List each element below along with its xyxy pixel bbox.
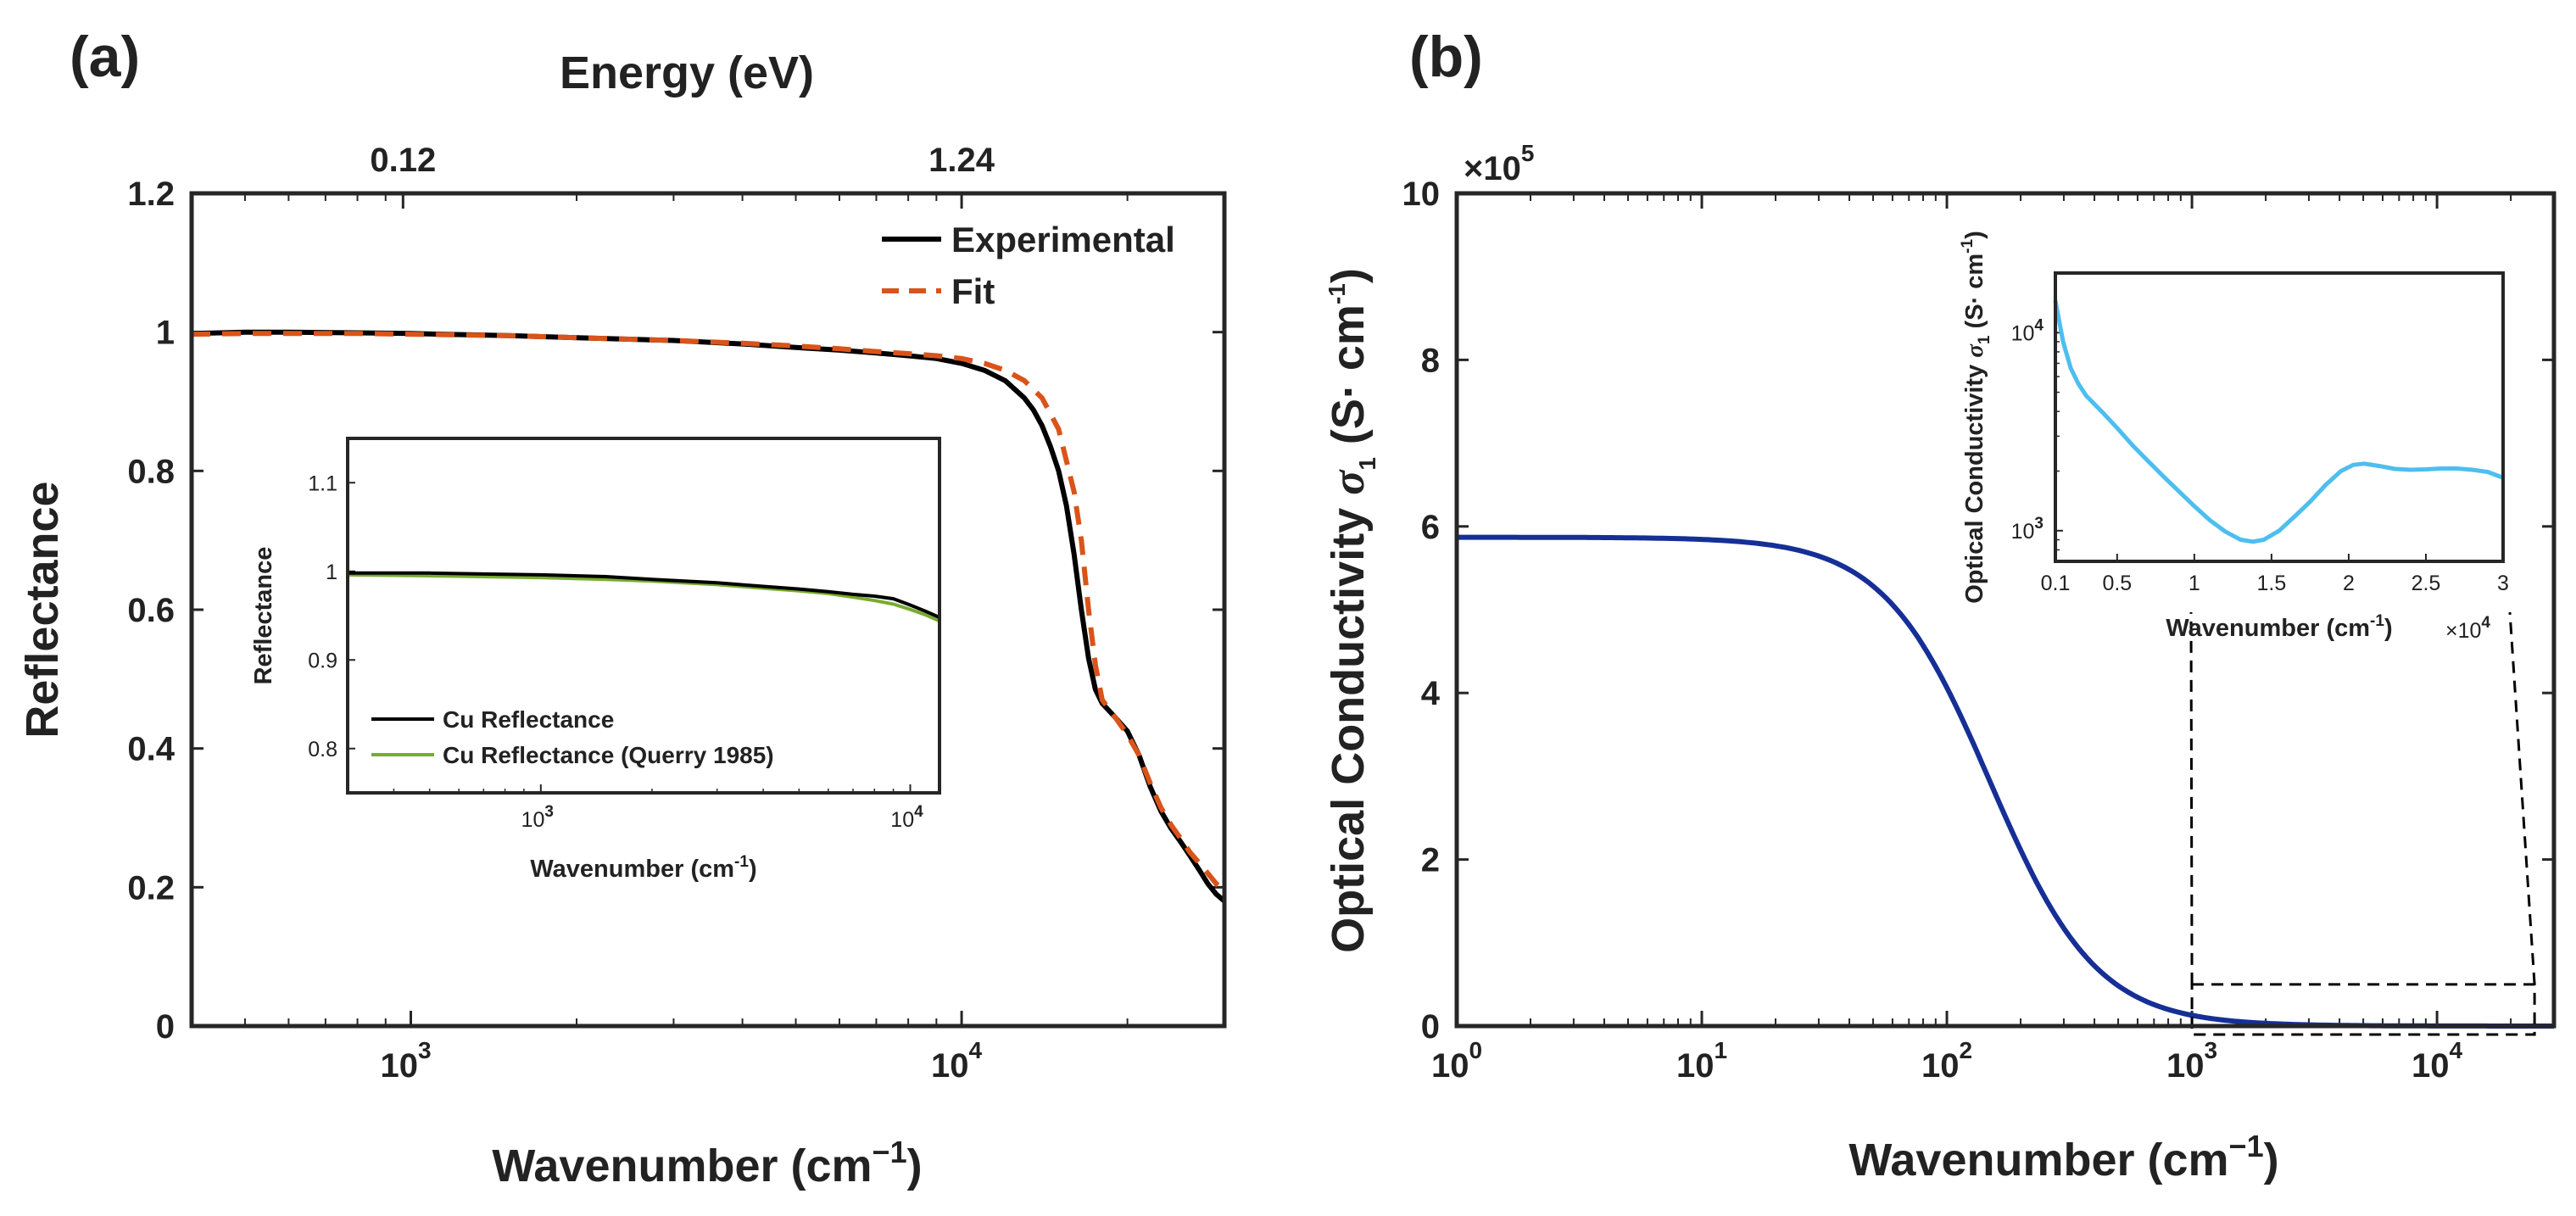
panel-a-top-axis-label: Energy (eV)	[560, 47, 814, 98]
panel-b-inset-lines	[2053, 300, 2504, 544]
y-tick-label: 0	[1421, 1008, 1440, 1046]
inset-x-tick-label: 103	[521, 803, 554, 832]
y-tick-label: 8	[1421, 342, 1440, 379]
panel-b-inset-scale-multiplier: ×104	[2445, 614, 2490, 643]
legend-fit-label: Fit	[951, 271, 995, 311]
panel-b-x-axis-label: Wavenumber (cm−1)	[1848, 1129, 2278, 1185]
panel-b-y-ticks: 0 2 4 6 8 10	[1402, 176, 2554, 1046]
y-tick-label: 0.6	[127, 592, 175, 629]
series-line-conductivity	[1457, 534, 2554, 1029]
y-tick-label: 1.2	[127, 176, 175, 213]
panel-a-inset-y-label: Reflectance	[250, 547, 277, 685]
inset-y-tick-label: 0.8	[308, 738, 337, 761]
inset-legend-querry-label: Cu Reflectance (Querry 1985)	[443, 742, 774, 768]
x-tick-label: 104	[2412, 1037, 2463, 1085]
panel-a-inset: 0.8 0.9 1 1.1 103 104 Cu Reflectance Cu Refl…	[250, 437, 941, 883]
panel-a-inset-x-label: Wavenumber (cm-1)	[530, 853, 756, 883]
zoom-connector-left	[2189, 611, 2194, 985]
panel-b-inset: 103 104 0.1 0.5 1 1.5 2 2.5 3 ×104 Wavenumber (…	[1959, 231, 2509, 643]
panel-a-lines	[191, 329, 1226, 903]
inset-x-tick-label: 1.5	[2257, 572, 2287, 595]
panel-b-y-axis-label: Optical Conductivity σ1 (S· cm-1)	[1323, 268, 1380, 953]
panel-a-x-axis-label: Wavenumber (cm−1)	[492, 1135, 922, 1191]
panel-b-scale-multiplier: ×105	[1464, 140, 1534, 187]
panel-a-inset-x-ticks: 103 104	[393, 784, 923, 832]
top-tick-label: 0.12	[370, 142, 436, 179]
panel-b-inset-x-ticks: 0.1 0.5 1 1.5 2 2.5 3	[2041, 554, 2509, 595]
x-tick-label: 100	[1431, 1037, 1482, 1085]
panel-a-legend: Experimental Fit	[882, 220, 1175, 311]
y-tick-label: 0.4	[127, 731, 175, 768]
panel-a-inset-lines	[347, 571, 940, 623]
panel-a-inset-y-ticks: 0.8 0.9 1 1.1	[308, 471, 355, 761]
x-tick-label: 101	[1676, 1037, 1727, 1085]
inset-series-line-0	[348, 571, 940, 619]
zoom-connector-right	[2508, 611, 2536, 985]
panel-a-label: (a)	[70, 25, 140, 89]
panel-b: (b) ×105 0 2 4 6 8 10 100 101 102 103 104 Wavenum…	[1323, 25, 2556, 1185]
top-tick-label: 1.24	[928, 142, 995, 179]
panel-a-y-ticks: 0 0.2 0.4 0.6 0.8 1 1.2	[127, 176, 1224, 1046]
y-tick-label: 0.2	[127, 869, 175, 906]
panel-a-axes-frame	[189, 191, 1227, 1029]
series-line-fit	[191, 331, 1226, 893]
inset-series-line-1	[347, 572, 940, 623]
x-tick-label: 102	[1921, 1037, 1972, 1085]
panel-a-x-ticks: 103 104	[243, 193, 1129, 1085]
x-tick-label: 104	[931, 1037, 983, 1085]
inset-legend-cu-label: Cu Reflectance	[443, 706, 614, 733]
panel-b-inset-x-label: Wavenumber (cm-1)	[2166, 612, 2392, 642]
panel-a-y-axis-label: Reflectance	[17, 481, 68, 738]
y-tick-label: 10	[1402, 176, 1441, 213]
panel-b-zoom-box	[2189, 611, 2536, 1036]
y-tick-label: 4	[1421, 675, 1441, 712]
panel-b-inset-y-label: Optical Conductivity σ1 (S· cm-1)	[1959, 231, 1993, 604]
y-tick-label: 1	[156, 315, 175, 352]
panel-b-lines	[1457, 534, 2554, 1029]
inset-y-tick-label: 104	[2011, 316, 2044, 345]
panel-b-inset-frame	[2054, 271, 2505, 563]
inset-x-tick-label: 1	[2188, 572, 2200, 595]
panel-b-inset-y-ticks: 103 104	[2011, 316, 2063, 551]
inset-series-line-conductivity	[2053, 300, 2504, 544]
inset-x-tick-label: 2	[2343, 572, 2355, 595]
inset-x-tick-label: 0.5	[2102, 572, 2132, 595]
inset-y-tick-label: 0.9	[308, 649, 337, 672]
legend-experimental-label: Experimental	[951, 220, 1175, 259]
panel-a-top-ticks: 0.12 1.24	[370, 142, 995, 209]
inset-x-tick-label: 3	[2497, 572, 2509, 595]
inset-x-tick-label: 2.5	[2412, 572, 2441, 595]
y-tick-label: 0	[156, 1008, 175, 1046]
x-tick-label: 103	[380, 1037, 431, 1085]
inset-x-tick-label: 0.1	[2041, 572, 2071, 595]
inset-y-tick-label: 1.1	[308, 471, 337, 495]
y-tick-label: 2	[1421, 842, 1440, 879]
inset-x-tick-label: 104	[890, 803, 923, 832]
inset-y-tick-label: 103	[2011, 515, 2044, 544]
y-tick-label: 6	[1421, 509, 1440, 546]
y-tick-label: 0.8	[127, 453, 175, 490]
panel-b-axes-frame	[1454, 191, 2556, 1029]
panel-a-inset-frame	[346, 437, 941, 795]
inset-y-tick-label: 1	[326, 561, 337, 584]
x-tick-label: 103	[2166, 1037, 2217, 1085]
panel-a: (a) Energy (eV) 0.12 1.24 0 0.2 0.4 0.6 0.8 1 1…	[17, 25, 1227, 1191]
panel-b-label: (b)	[1409, 25, 1483, 89]
